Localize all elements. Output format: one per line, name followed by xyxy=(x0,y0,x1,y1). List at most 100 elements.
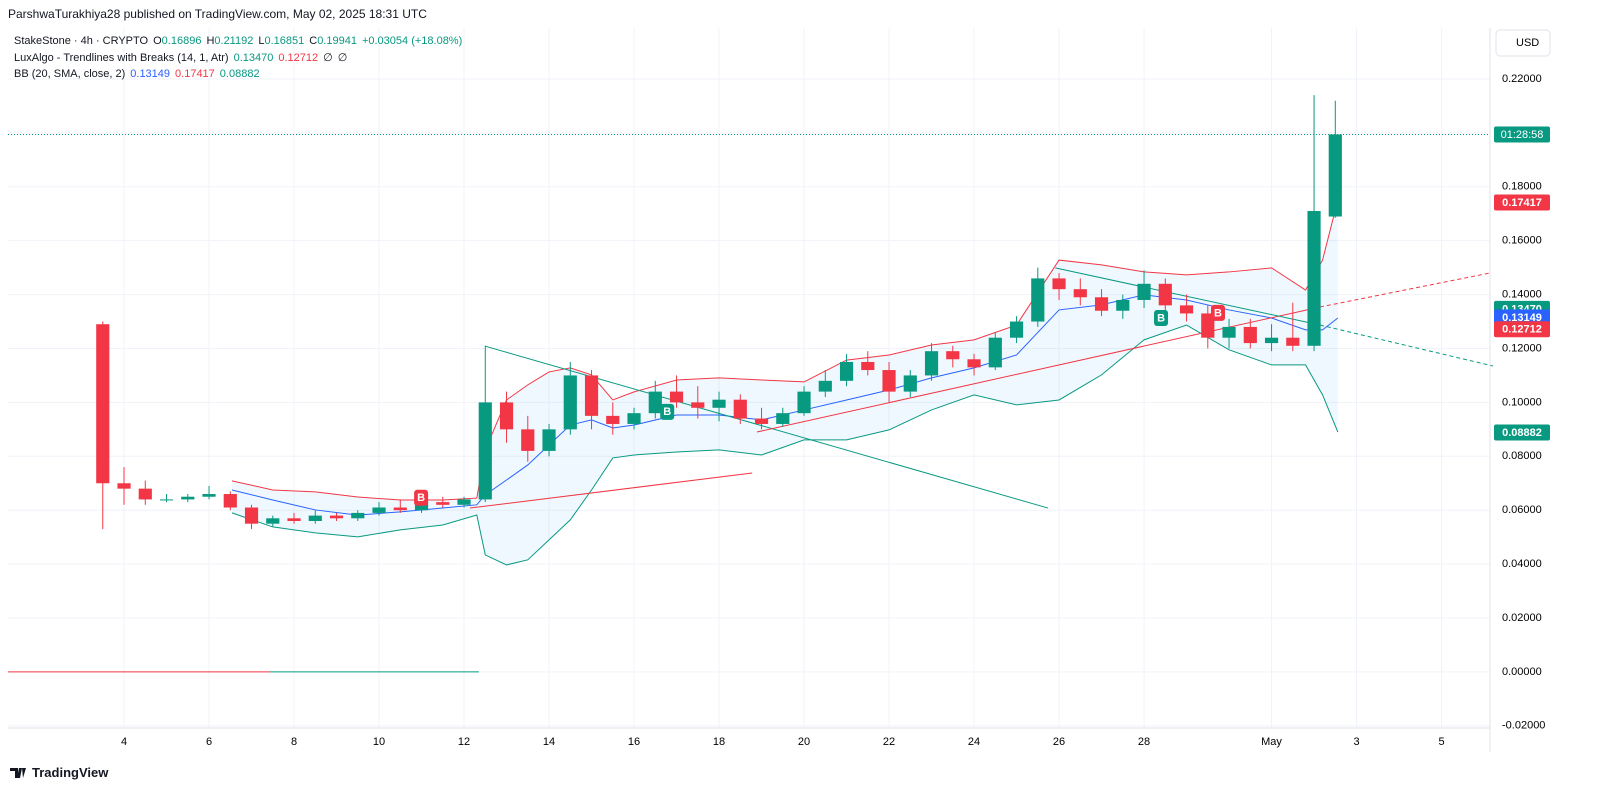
candle-body xyxy=(521,429,535,451)
band-fill xyxy=(231,199,1338,565)
candle-body xyxy=(733,399,747,419)
candle-body xyxy=(1222,326,1236,338)
y-tick-label: 0.22000 xyxy=(1502,73,1542,85)
candle-body xyxy=(861,361,875,371)
y-tick-label: 0.06000 xyxy=(1502,504,1542,516)
candle-body xyxy=(181,496,195,500)
candle-body xyxy=(138,488,152,500)
candle-body xyxy=(946,351,960,360)
x-tick-label: 8 xyxy=(291,736,297,748)
legend-item: +0.03054 (+18.08%) xyxy=(361,35,463,47)
candle-body xyxy=(903,375,917,392)
legend-item: ∅ xyxy=(337,51,348,64)
candle-body xyxy=(457,499,471,505)
legend: StakeStone · 4h · CRYPTO O0.16896 H0.21192… xyxy=(14,33,467,83)
candle-body xyxy=(648,391,662,414)
price-tag-label: 0.12712 xyxy=(1502,324,1542,336)
candle-body xyxy=(414,502,429,511)
y-tick-label: 0.12000 xyxy=(1502,342,1542,354)
x-tick-label: 24 xyxy=(968,736,980,748)
candle-body xyxy=(1286,337,1300,346)
legend-line: StakeStone · 4h · CRYPTO O0.16896 H0.21192… xyxy=(14,33,467,50)
candle-body xyxy=(266,518,280,524)
y-tick-label: 0.08000 xyxy=(1502,450,1542,462)
candle-body xyxy=(563,375,577,430)
candle-body xyxy=(1264,337,1279,344)
legend-item: H xyxy=(206,35,215,47)
legend-item: 0.17417 xyxy=(175,68,215,80)
x-tick-label: 26 xyxy=(1053,736,1065,748)
trendline xyxy=(1319,272,1491,308)
y-tick-label: -0.02000 xyxy=(1502,720,1545,732)
candle-body xyxy=(967,359,981,368)
candle-body xyxy=(584,375,599,416)
y-tick-label: 0.14000 xyxy=(1502,288,1542,300)
bollinger-lower xyxy=(231,324,1339,566)
candle-body xyxy=(1052,278,1066,290)
x-tick-label: 3 xyxy=(1353,736,1359,748)
candle-body xyxy=(1073,289,1087,298)
candle-body xyxy=(1201,313,1215,338)
currency-button[interactable] xyxy=(1495,29,1551,57)
trendline xyxy=(1055,267,1321,326)
break-label-box xyxy=(414,489,429,506)
candle-body xyxy=(96,324,110,484)
legend-item: 0.12712 xyxy=(278,51,319,64)
candle-body xyxy=(691,402,705,408)
candle-body xyxy=(839,361,854,381)
break-label: B xyxy=(417,492,425,504)
candle-body xyxy=(436,502,450,505)
currency-label[interactable]: USD xyxy=(1516,37,1539,49)
plot: B B B B xyxy=(8,95,1494,673)
legend-item: L xyxy=(258,35,265,47)
grid xyxy=(8,28,1490,728)
y-tick-label: 0.10000 xyxy=(1502,396,1542,408)
x-tick-label: 28 xyxy=(1138,736,1150,748)
trendline xyxy=(1319,324,1494,367)
candle-body xyxy=(1116,299,1130,311)
legend-item: 0.08882 xyxy=(219,68,260,80)
y-tick-label: 0.16000 xyxy=(1502,235,1542,247)
x-tick-label: 12 xyxy=(458,736,470,748)
candle-body xyxy=(1094,297,1109,311)
candle-body xyxy=(988,337,1002,368)
byline: ParshwaTurakhiya28 published on TradingV… xyxy=(8,7,427,21)
legend-item: 0.19941 xyxy=(317,35,357,47)
candle-body xyxy=(754,418,769,424)
legend-item: BB (20, SMA, close, 2) xyxy=(14,68,126,80)
candle-body xyxy=(351,512,365,519)
candle-body xyxy=(308,515,322,521)
candle-body xyxy=(1243,326,1257,344)
bollinger-upper xyxy=(231,199,1339,501)
break-label: B xyxy=(1214,307,1222,319)
candle-body xyxy=(542,429,556,451)
candle-body xyxy=(393,507,407,511)
break-label: B xyxy=(1157,312,1165,324)
candle-body xyxy=(159,499,174,501)
legend-item: 0.16896 xyxy=(161,35,202,47)
candle-body xyxy=(797,391,811,414)
candle-body xyxy=(117,483,131,489)
candle-body xyxy=(223,494,237,508)
axes: -0.02000 0.00000 0.02000 0.04000 0.06000 0.08… xyxy=(121,73,1550,748)
candle-body xyxy=(1307,211,1321,346)
legend-item: C xyxy=(309,35,318,47)
price-tag-label: 01:28:58 xyxy=(1501,129,1544,141)
candle-body xyxy=(287,518,301,521)
candle-body xyxy=(1158,283,1172,306)
price-tag xyxy=(1494,194,1550,211)
x-tick-label: 18 xyxy=(713,736,725,748)
candle-body xyxy=(712,399,726,408)
x-tick-label: 14 xyxy=(543,736,555,748)
candle-body xyxy=(1009,321,1024,338)
brand-logo xyxy=(10,768,26,778)
candle-body xyxy=(776,413,790,424)
x-tick-label: 4 xyxy=(121,736,127,748)
break-label-box xyxy=(660,403,675,420)
candle-body xyxy=(329,515,344,519)
candle-body xyxy=(244,507,259,524)
brand: TradingView xyxy=(32,765,109,780)
candle-body xyxy=(1031,278,1045,322)
